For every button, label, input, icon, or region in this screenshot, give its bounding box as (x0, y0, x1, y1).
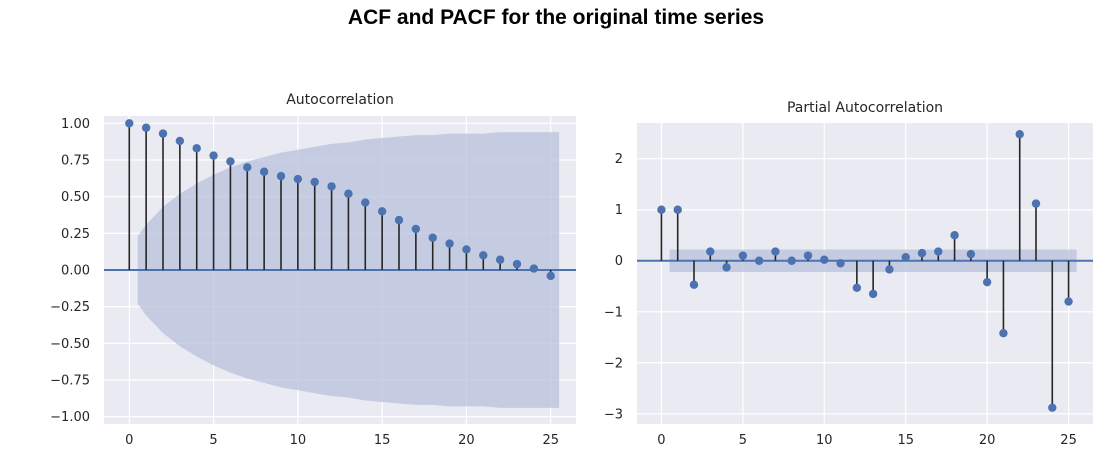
acf-point (293, 174, 303, 184)
acf-y-tick-label: −0.25 (50, 300, 90, 315)
acf-point (428, 233, 437, 242)
acf-y-tick-label: 0.75 (61, 154, 90, 169)
acf-y-tick-label: −0.75 (50, 374, 90, 389)
pacf-y-tick-label: 0 (615, 254, 623, 269)
pacf-point (803, 251, 813, 260)
pacf-point (673, 205, 682, 214)
acf-point (394, 215, 404, 225)
pacf-point (885, 265, 894, 274)
pacf-point (820, 255, 829, 264)
acf-x-tick-label: 15 (374, 433, 391, 448)
acf-y-tick-label: 0.00 (61, 264, 90, 279)
acf-point (411, 224, 421, 234)
pacf-point (1015, 130, 1024, 139)
pacf-point (982, 277, 992, 287)
acf-panel: 0 5 10 15 20 25 1.00 0.75 0.50 0.25 0.00 −0.25 −0.50… (50, 92, 576, 448)
acf-point (377, 207, 387, 216)
pacf-x-tick-label: 20 (979, 433, 996, 448)
acf-point (276, 171, 286, 181)
acf-y-tick-label: −0.50 (50, 337, 90, 352)
acf-point (209, 151, 218, 160)
pacf-point (966, 249, 976, 259)
acf-point (243, 163, 252, 172)
figure-title: ACF and PACF for the original time serie… (347, 6, 765, 29)
acf-point (529, 264, 539, 273)
pacf-point (657, 205, 666, 214)
pacf-point (689, 280, 699, 289)
pacf-y-tick-label: 2 (615, 152, 623, 167)
pacf-point (901, 252, 910, 262)
acf-point (495, 255, 505, 264)
pacf-point (738, 251, 748, 260)
acf-y-tick-label: 0.25 (61, 227, 90, 242)
pacf-point (706, 247, 715, 256)
pacf-y-tick-label: −1 (604, 305, 623, 320)
pacf-point (754, 256, 764, 265)
acf-point (175, 136, 185, 146)
pacf-x-tick-label: 5 (739, 433, 747, 448)
acf-x-tick-label: 5 (209, 433, 217, 448)
pacf-point (852, 283, 862, 292)
acf-point (125, 119, 134, 128)
acf-y-tick-label: 1.00 (61, 117, 90, 132)
pacf-x-tick-label: 0 (657, 433, 665, 448)
pacf-title: Partial Autocorrelation (787, 100, 943, 116)
acf-point (192, 144, 201, 153)
pacf-x-tick-label: 25 (1060, 433, 1077, 448)
acf-x-tick-label: 0 (125, 433, 133, 448)
pacf-point (868, 289, 878, 299)
pacf-point (999, 328, 1008, 338)
acf-point (327, 182, 336, 191)
acf-x-tick-label: 20 (458, 433, 475, 448)
acf-point (158, 129, 168, 138)
acf-title: Autocorrelation (286, 92, 394, 108)
pacf-point (722, 263, 731, 272)
acf-point (141, 123, 151, 132)
acf-point (259, 167, 269, 176)
pacf-y-tick-label: 1 (615, 203, 623, 218)
acf-point (462, 245, 471, 254)
acf-point (546, 271, 555, 281)
pacf-point (1031, 199, 1041, 208)
acf-point (344, 189, 353, 198)
pacf-y-tick-label: −3 (604, 407, 623, 422)
pacf-y-tick-label: −2 (604, 356, 623, 371)
acf-point (512, 259, 522, 269)
acf-y-tick-label: −1.00 (50, 410, 90, 425)
pacf-point (1064, 297, 1073, 306)
pacf-x-tick-label: 10 (816, 433, 833, 448)
pacf-plot-area (637, 123, 1093, 424)
pacf-point (771, 247, 780, 256)
pacf-point (950, 231, 959, 240)
pacf-point (917, 248, 927, 258)
pacf-point (934, 247, 943, 256)
acf-point (445, 239, 454, 248)
pacf-point (787, 256, 796, 265)
acf-point (361, 198, 370, 207)
acf-point (226, 157, 235, 166)
acf-y-tick-label: 0.50 (61, 190, 90, 205)
acf-point (479, 251, 488, 260)
acf-point (310, 177, 319, 187)
acf-x-tick-label: 10 (290, 433, 307, 448)
pacf-x-tick-label: 15 (897, 433, 914, 448)
pacf-point (836, 259, 845, 268)
acf-x-tick-label: 25 (542, 433, 559, 448)
pacf-point (1048, 403, 1057, 412)
